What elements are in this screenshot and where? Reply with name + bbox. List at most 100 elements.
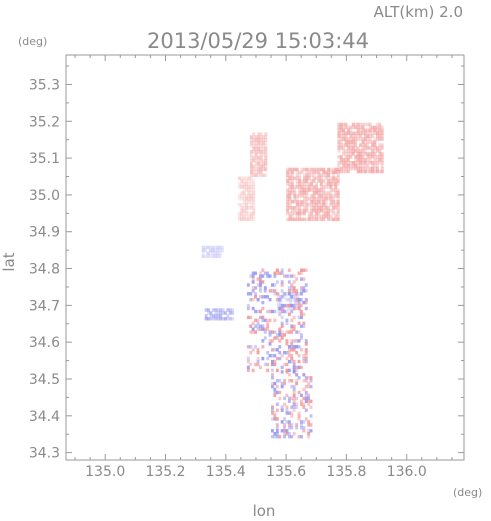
data-cell — [380, 164, 384, 168]
data-cell — [249, 330, 253, 334]
data-cell — [257, 161, 261, 166]
data-cell — [344, 131, 348, 135]
data-cell — [206, 254, 210, 258]
data-cell — [292, 370, 296, 374]
data-cell — [245, 214, 248, 219]
chart-subtitle: ALT(km) 2.0 — [374, 3, 463, 21]
data-cell — [347, 146, 350, 150]
data-cell — [359, 161, 362, 165]
data-cell — [305, 170, 309, 174]
data-cell — [322, 173, 326, 177]
data-cell — [280, 280, 284, 284]
data-cell — [354, 164, 358, 168]
data-cell — [263, 362, 267, 367]
data-cell — [368, 134, 372, 138]
data-cell — [339, 140, 343, 144]
data-cell — [305, 203, 309, 207]
data-cell — [378, 134, 382, 138]
data-cell — [351, 137, 355, 141]
data-cell — [240, 206, 244, 210]
data-cell — [256, 356, 260, 361]
data-cell — [300, 423, 303, 427]
data-cell — [283, 402, 286, 406]
data-cell — [286, 197, 289, 201]
data-cell — [242, 203, 246, 207]
data-cell — [376, 169, 379, 174]
data-cell — [317, 208, 321, 213]
data-cell — [300, 170, 304, 174]
data-cell — [359, 149, 362, 153]
y-tick-label: 35.0 — [29, 188, 60, 204]
data-cell — [252, 208, 256, 213]
data-cell — [261, 327, 265, 331]
data-cell — [371, 161, 374, 165]
data-cell — [247, 191, 251, 195]
data-cell — [331, 182, 335, 186]
data-cell — [336, 211, 340, 216]
data-cell — [264, 161, 268, 166]
data-cell — [295, 173, 299, 177]
data-cell — [307, 188, 311, 192]
data-cell — [290, 211, 294, 216]
data-cell — [310, 214, 314, 219]
data-cell — [300, 185, 304, 189]
data-cell — [221, 311, 225, 315]
data-cell — [327, 206, 330, 210]
data-cell — [293, 191, 297, 195]
data-cell — [380, 169, 384, 174]
y-tick-label: 34.7 — [29, 298, 60, 314]
data-cell — [317, 206, 321, 210]
data-cell — [295, 405, 299, 409]
data-cell — [275, 333, 279, 337]
data-cell — [303, 203, 306, 207]
data-cell — [300, 292, 303, 296]
data-cell — [342, 146, 346, 150]
x-axis-label: lon — [253, 502, 276, 520]
data-cell — [247, 182, 251, 186]
data-cell — [315, 170, 318, 174]
data-cell — [283, 381, 286, 386]
data-cell — [380, 137, 384, 141]
data-cell — [240, 179, 244, 183]
data-cell — [300, 277, 303, 281]
data-cell — [252, 200, 256, 204]
data-cell — [351, 152, 355, 156]
data-cell — [347, 166, 350, 171]
data-cell — [319, 176, 323, 180]
data-cell — [271, 359, 274, 364]
data-cell — [371, 169, 374, 174]
data-cell — [329, 217, 333, 222]
data-cell — [339, 143, 343, 147]
data-cell — [261, 324, 265, 328]
data-cell — [376, 137, 379, 141]
data-cell — [268, 354, 272, 358]
data-cell — [302, 402, 306, 406]
data-cell — [288, 194, 292, 198]
data-cell — [307, 432, 311, 436]
data-cell — [249, 164, 253, 169]
data-cell — [349, 155, 353, 159]
data-cell — [368, 125, 372, 130]
data-cell — [254, 141, 258, 145]
data-cell — [288, 217, 292, 222]
data-cell — [242, 206, 246, 210]
data-cell — [295, 170, 299, 174]
data-cell — [288, 211, 292, 216]
data-cell — [331, 194, 335, 198]
data-cell — [339, 158, 343, 162]
data-cell — [286, 191, 289, 195]
data-cell — [280, 333, 284, 337]
data-cell — [242, 214, 246, 219]
data-cell — [371, 125, 374, 130]
data-cell — [366, 137, 370, 141]
data-cell — [266, 327, 270, 331]
data-cell — [214, 317, 218, 321]
data-cell — [373, 161, 377, 165]
data-cell — [297, 315, 301, 320]
data-cell — [275, 292, 279, 296]
data-cell — [371, 146, 374, 150]
data-cell — [246, 283, 250, 287]
data-cell — [290, 359, 294, 364]
data-cell — [259, 167, 263, 172]
